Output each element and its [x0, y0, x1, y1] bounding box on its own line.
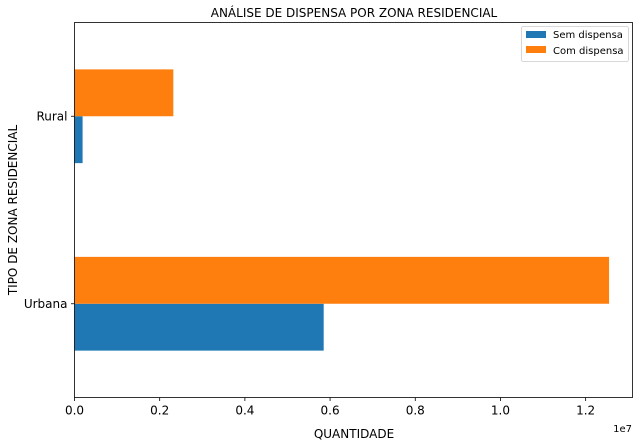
x-offset-label: 1e7 — [613, 424, 632, 435]
x-tick-label: 0.2 — [150, 404, 169, 418]
x-ticks-group: 0.0 0.2 0.4 0.6 0.8 1.0 1.2 — [65, 397, 595, 418]
x-tick-label: 0.0 — [65, 404, 84, 418]
bar-rural-sem-dispensa — [74, 116, 83, 164]
legend-label-sem-dispensa: Sem dispensa — [553, 30, 623, 41]
legend-swatch-com-dispensa — [526, 46, 546, 53]
bar-rural-com-dispensa — [74, 69, 174, 117]
y-tick-label: Urbana — [24, 297, 68, 311]
bar-urbana-com-dispensa — [74, 256, 610, 304]
legend: Sem dispensa Com dispensa — [521, 26, 629, 62]
legend-label-com-dispensa: Com dispensa — [553, 46, 624, 57]
x-tick-label: 0.4 — [235, 404, 254, 418]
plot-frame — [74, 22, 633, 398]
x-tick-label: 1.2 — [576, 404, 595, 418]
legend-frame — [521, 26, 629, 62]
x-tick-label: 1.0 — [491, 404, 510, 418]
legend-swatch-sem-dispensa — [526, 31, 546, 38]
y-axis-label: TIPO DE ZONA RESIDENCIAL — [6, 125, 20, 297]
bars-group — [74, 69, 610, 351]
y-tick-label: Rural — [36, 109, 67, 123]
chart-title: ANÁLISE DE DISPENSA POR ZONA RESIDENCIAL — [211, 5, 498, 20]
x-tick-label: 0.8 — [406, 404, 425, 418]
y-ticks-group: Urbana Rural — [24, 109, 75, 311]
x-tick-label: 0.6 — [321, 404, 340, 418]
x-axis-label: QUANTIDADE — [314, 427, 394, 441]
bar-urbana-sem-dispensa — [74, 303, 324, 351]
